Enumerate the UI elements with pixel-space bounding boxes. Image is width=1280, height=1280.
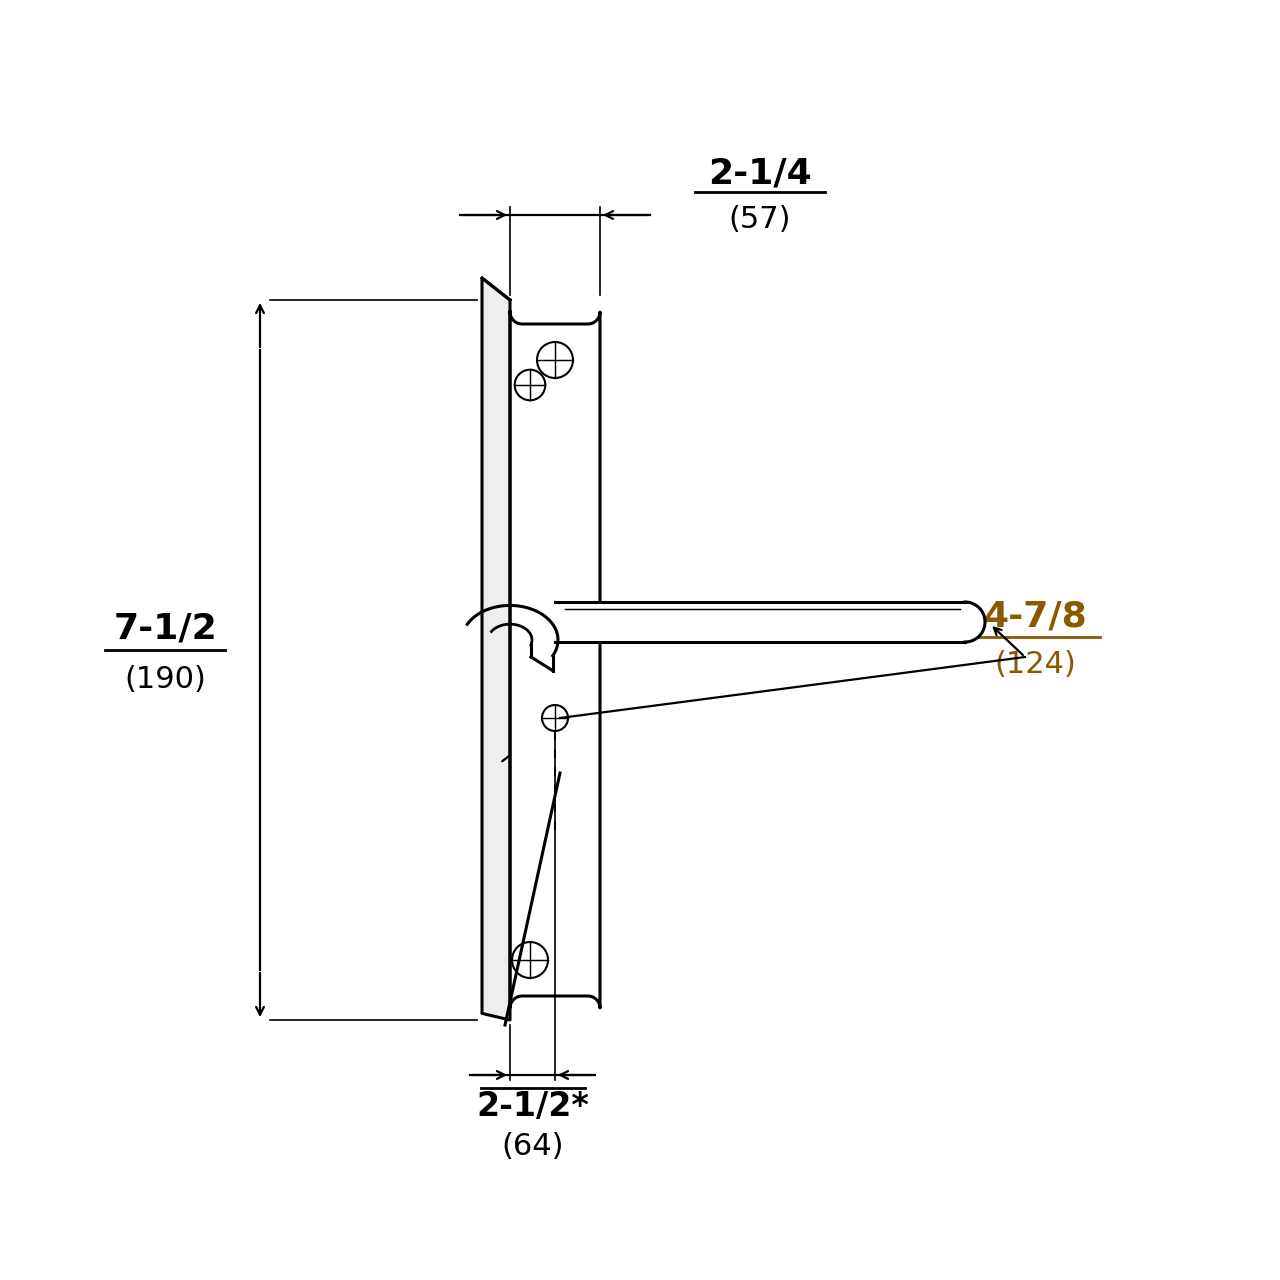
Text: (124): (124) <box>995 650 1076 678</box>
Text: 2-1/4: 2-1/4 <box>708 156 812 189</box>
Text: 7-1/2: 7-1/2 <box>113 611 216 645</box>
Text: (57): (57) <box>728 205 791 234</box>
Polygon shape <box>556 602 986 643</box>
Polygon shape <box>509 312 600 1009</box>
Polygon shape <box>483 278 509 1020</box>
Text: (190): (190) <box>124 666 206 694</box>
Text: 4-7/8: 4-7/8 <box>983 599 1087 634</box>
Text: (64): (64) <box>502 1132 563 1161</box>
Text: 2-1/2*: 2-1/2* <box>476 1091 589 1123</box>
